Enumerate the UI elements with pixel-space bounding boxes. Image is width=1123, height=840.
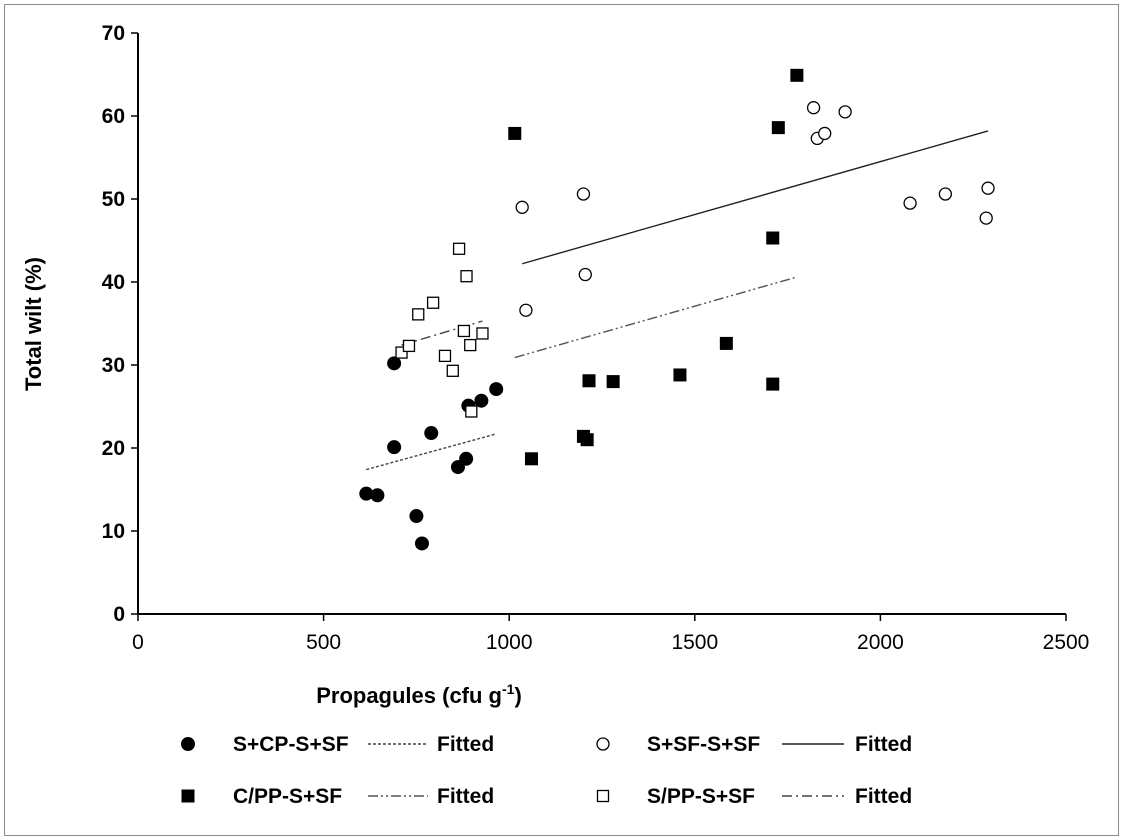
data-point xyxy=(465,405,478,418)
legend-series-label: S/PP-S+SF xyxy=(647,785,755,808)
legend-marker xyxy=(181,737,195,751)
fitted-lines xyxy=(366,130,989,471)
legend-entry-2: S+SF-S+SF Fitted xyxy=(596,733,912,756)
data-point xyxy=(673,368,687,382)
x-axis-title-main: Propagules (cfu g xyxy=(316,683,502,708)
data-point xyxy=(771,121,785,135)
fitted-line-3 xyxy=(514,276,798,359)
fitted-line-2 xyxy=(522,130,989,265)
data-point xyxy=(719,336,733,350)
legend-fitted-label: Fitted xyxy=(855,785,912,808)
data-point xyxy=(766,231,780,245)
y-tick-label: 0 xyxy=(113,603,125,626)
x-axis-title-end: ) xyxy=(514,683,521,708)
series-3-points xyxy=(508,68,804,466)
x-tick-label: 500 xyxy=(306,631,341,654)
x-tick-label: 1000 xyxy=(486,631,533,654)
data-point xyxy=(452,242,466,255)
data-point xyxy=(508,126,522,140)
data-point xyxy=(464,338,477,352)
y-tick-label: 10 xyxy=(102,520,125,543)
data-point xyxy=(903,196,917,210)
data-point xyxy=(576,187,591,201)
data-point xyxy=(409,509,424,524)
legend-marker xyxy=(596,737,610,751)
legend-fitted-label: Fitted xyxy=(855,733,912,756)
legend-series-label: S+SF-S+SF xyxy=(647,733,760,756)
y-axis-title: Total wilt (%) xyxy=(21,257,46,391)
data-point xyxy=(489,382,504,397)
data-point xyxy=(790,68,804,82)
scatter-chart: 0 500 1000 1500 2000 2500 0 10 20 30 40 50 60 70 Prop… xyxy=(21,22,1090,808)
legend-entry-4: S/PP-S+SF Fitted xyxy=(596,785,912,808)
x-tick-label: 2500 xyxy=(1043,631,1090,654)
legend-entry-3: C/PP-S+SF Fitted xyxy=(181,785,494,808)
legend-fitted-label: Fitted xyxy=(437,733,494,756)
x-tick-label: 2000 xyxy=(857,631,904,654)
data-point xyxy=(395,346,408,359)
data-point xyxy=(424,426,439,441)
data-point xyxy=(414,536,429,551)
x-axis-title-sup: -1 xyxy=(502,681,515,697)
data-point xyxy=(938,187,953,201)
data-point xyxy=(606,375,620,389)
data-point xyxy=(580,433,594,447)
data-point xyxy=(981,181,995,195)
legend-series-label: S+CP-S+SF xyxy=(233,733,349,756)
y-tick-label: 70 xyxy=(102,22,125,45)
data-point xyxy=(818,126,832,141)
data-point xyxy=(519,303,533,317)
data-point xyxy=(387,356,402,371)
data-point xyxy=(979,211,993,225)
data-point xyxy=(578,267,592,282)
data-point xyxy=(426,296,440,309)
y-tick-label: 30 xyxy=(102,354,125,377)
fitted-line-1 xyxy=(366,433,497,471)
series-4-points xyxy=(395,242,489,418)
x-tick-label: 0 xyxy=(132,631,144,654)
data-point xyxy=(460,270,473,283)
data-point xyxy=(438,349,452,363)
y-tick-label: 50 xyxy=(102,188,125,211)
data-point xyxy=(766,377,780,391)
data-point xyxy=(838,105,852,119)
data-point xyxy=(515,200,529,214)
axes: 0 500 1000 1500 2000 2500 0 10 20 30 40 50 60 70 xyxy=(102,22,1090,654)
data-point xyxy=(370,488,385,503)
data-point xyxy=(450,460,465,475)
legend-entry-1: S+CP-S+SF Fitted xyxy=(181,733,494,756)
data-point xyxy=(402,339,416,353)
data-point xyxy=(387,440,402,455)
legend-fitted-label: Fitted xyxy=(437,785,494,808)
data-points xyxy=(359,68,995,551)
legend-marker xyxy=(596,789,610,803)
data-point xyxy=(446,364,459,377)
data-point xyxy=(457,324,471,338)
data-point xyxy=(474,393,489,408)
data-point xyxy=(459,451,474,466)
y-tick-label: 60 xyxy=(102,105,125,128)
y-tick-label: 20 xyxy=(102,437,125,460)
data-point xyxy=(806,101,821,115)
data-point xyxy=(476,327,489,340)
data-point xyxy=(582,374,596,388)
data-point xyxy=(412,308,425,321)
x-tick-label: 1500 xyxy=(671,631,718,654)
data-point xyxy=(524,452,538,466)
y-tick-label: 40 xyxy=(102,271,125,294)
chart-frame: 0 500 1000 1500 2000 2500 0 10 20 30 40 50 60 70 Prop… xyxy=(4,4,1119,836)
series-2-points xyxy=(515,101,995,317)
legend-series-label: C/PP-S+SF xyxy=(233,785,342,808)
legend-marker xyxy=(181,789,195,803)
series-1-points xyxy=(359,356,504,551)
x-axis-title: Propagules (cfu g-1) xyxy=(316,681,522,708)
legend: S+CP-S+SF Fitted S+SF-S+SF Fitted C/PP-S+SF F… xyxy=(181,733,912,808)
